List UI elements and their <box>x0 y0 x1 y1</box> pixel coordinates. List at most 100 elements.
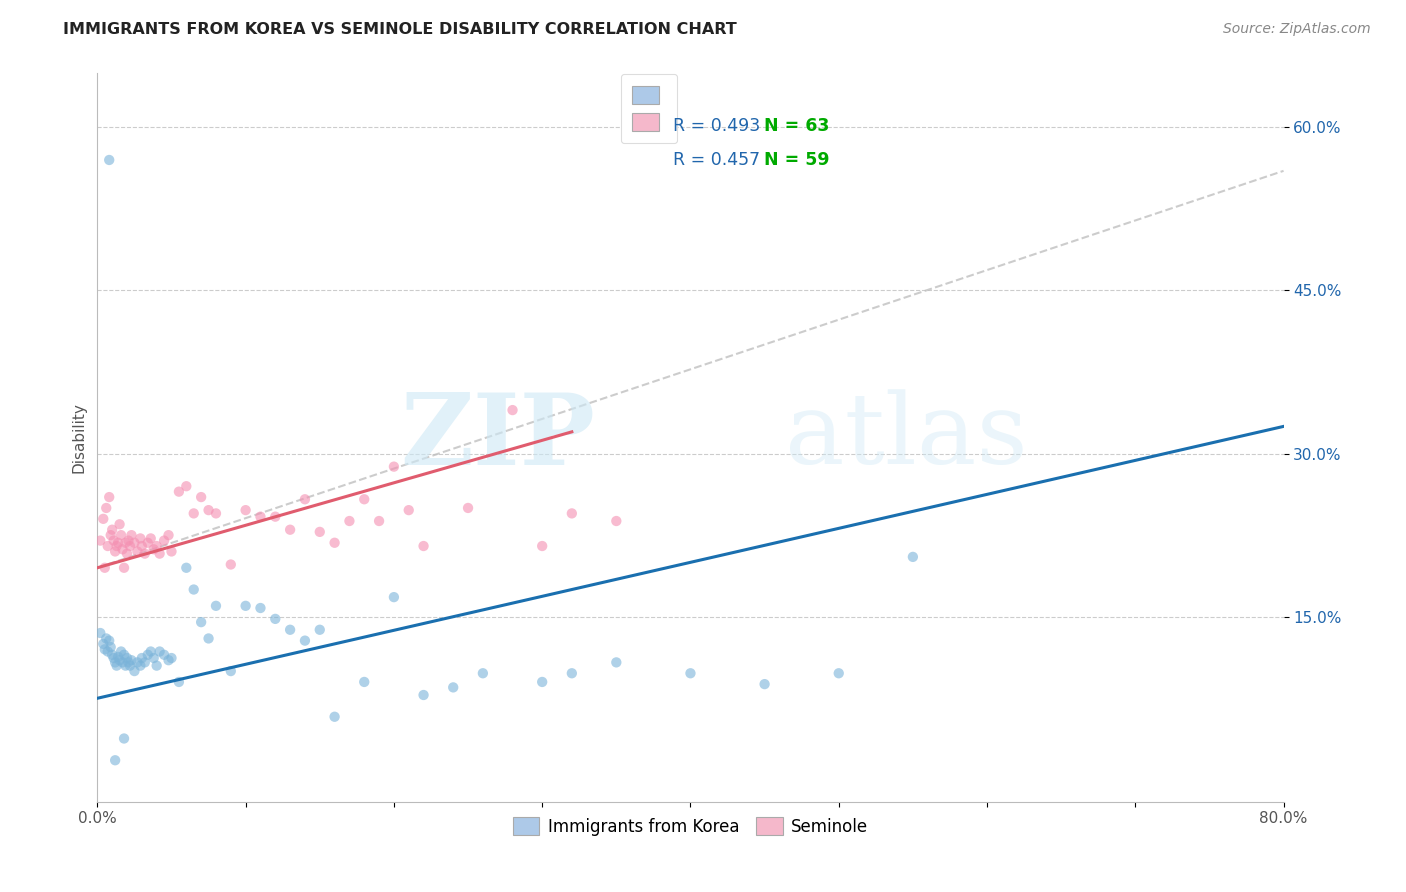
Point <box>167 675 190 690</box>
Point <box>323 535 346 549</box>
Point <box>249 509 271 524</box>
Point <box>160 544 183 558</box>
Point <box>115 651 138 665</box>
Point <box>294 492 316 507</box>
Point <box>124 664 146 678</box>
Point <box>134 547 156 561</box>
Point <box>205 507 228 521</box>
Point <box>561 666 583 681</box>
Point <box>167 484 190 499</box>
Text: R = 0.457: R = 0.457 <box>673 152 759 169</box>
Point <box>153 648 176 662</box>
Point <box>117 533 139 548</box>
Point <box>97 539 120 553</box>
Point <box>136 648 159 662</box>
Point <box>205 599 228 613</box>
Point <box>112 561 135 575</box>
Point <box>219 664 242 678</box>
Point <box>103 651 125 665</box>
Point <box>308 524 330 539</box>
Point <box>129 658 152 673</box>
Point <box>531 675 554 690</box>
Point <box>117 656 139 670</box>
Point <box>108 517 131 532</box>
Point <box>235 503 257 517</box>
Point <box>398 503 420 517</box>
Point <box>197 503 219 517</box>
Point <box>142 542 165 557</box>
Point <box>901 549 924 564</box>
Point <box>183 582 205 597</box>
Point <box>176 561 198 575</box>
Point <box>100 640 122 655</box>
Point <box>96 500 118 515</box>
Point <box>118 539 141 553</box>
Point <box>131 651 153 665</box>
Point <box>96 632 118 646</box>
Text: Source: ZipAtlas.com: Source: ZipAtlas.com <box>1223 22 1371 37</box>
Text: N = 59: N = 59 <box>765 152 830 169</box>
Point <box>219 558 242 572</box>
Point <box>103 533 125 548</box>
Point <box>153 533 176 548</box>
Point <box>139 532 162 546</box>
Point <box>110 644 132 658</box>
Point <box>353 675 375 690</box>
Point <box>502 403 524 417</box>
Point <box>94 642 117 657</box>
Y-axis label: Disability: Disability <box>72 401 86 473</box>
Point <box>112 648 135 662</box>
Point <box>139 644 162 658</box>
Text: atlas: atlas <box>786 390 1028 485</box>
Point <box>149 547 172 561</box>
Point <box>114 535 136 549</box>
Point <box>531 539 554 553</box>
Point <box>104 544 127 558</box>
Point <box>149 644 172 658</box>
Point <box>382 590 405 604</box>
Point <box>105 539 128 553</box>
Point <box>412 688 434 702</box>
Point <box>107 535 129 549</box>
Point <box>111 656 134 670</box>
Point <box>323 710 346 724</box>
Point <box>145 658 167 673</box>
Point <box>104 753 127 767</box>
Point <box>249 601 271 615</box>
Point <box>353 492 375 507</box>
Point <box>176 479 198 493</box>
Legend: Immigrants from Korea, Seminole: Immigrants from Korea, Seminole <box>505 809 876 844</box>
Point <box>339 514 361 528</box>
Point <box>131 539 153 553</box>
Point <box>605 514 627 528</box>
Point <box>157 528 180 542</box>
Point <box>98 153 121 167</box>
Point <box>107 649 129 664</box>
Point <box>264 509 287 524</box>
Point <box>118 658 141 673</box>
Point <box>412 539 434 553</box>
Point <box>190 615 212 629</box>
Text: IMMIGRANTS FROM KOREA VS SEMINOLE DISABILITY CORRELATION CHART: IMMIGRANTS FROM KOREA VS SEMINOLE DISABI… <box>63 22 737 37</box>
Text: ZIP: ZIP <box>401 389 596 486</box>
Point <box>441 681 464 695</box>
Point <box>120 528 142 542</box>
Point <box>235 599 257 613</box>
Text: N = 63: N = 63 <box>765 117 830 135</box>
Point <box>264 612 287 626</box>
Text: R = 0.493: R = 0.493 <box>673 117 761 135</box>
Point <box>101 523 124 537</box>
Point <box>136 535 159 549</box>
Point <box>382 459 405 474</box>
Point <box>368 514 391 528</box>
Point <box>89 626 111 640</box>
Point <box>142 651 165 665</box>
Point <box>97 644 120 658</box>
Point <box>127 544 149 558</box>
Point <box>108 653 131 667</box>
Point <box>157 653 180 667</box>
Point <box>278 523 301 537</box>
Point <box>145 539 167 553</box>
Point <box>114 658 136 673</box>
Point <box>471 666 494 681</box>
